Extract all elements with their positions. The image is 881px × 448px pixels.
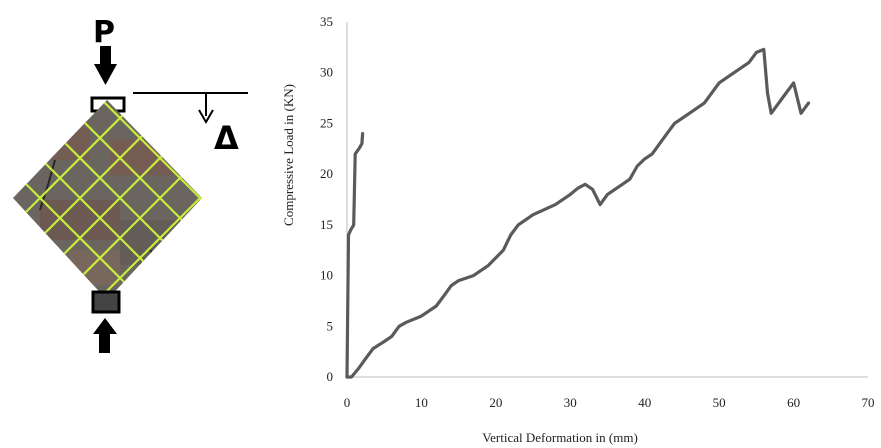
x-tick-label: 10	[415, 395, 428, 410]
y-tick-label: 0	[327, 369, 334, 384]
y-tick-label: 25	[320, 115, 333, 130]
x-tick-label: 60	[787, 395, 800, 410]
x-tick-label: 70	[862, 395, 875, 410]
y-tick-label: 20	[320, 166, 333, 181]
bottom-load-arrow-icon	[93, 318, 117, 353]
y-axis-label: Compressive Load in (KN)	[281, 84, 296, 226]
top-load-arrow-icon	[94, 46, 117, 85]
chart: 0 5 10 15 20 25 30 35 0 10 20 30 40 50 60 70 Compressi…	[281, 14, 875, 445]
bottom-loading-plate	[91, 290, 121, 314]
deformation-gauge	[133, 92, 248, 124]
x-tick-label: 40	[638, 395, 651, 410]
x-tick-label: 0	[344, 395, 351, 410]
y-tick-labels: 0 5 10 15 20 25 30 35	[320, 14, 333, 384]
specimen-diagram: P Δ	[13, 15, 248, 353]
series-line-2	[345, 47, 811, 379]
x-tick-label: 50	[713, 395, 726, 410]
x-tick-label: 30	[564, 395, 577, 410]
deformation-label: Δ	[214, 119, 239, 157]
load-label: P	[93, 15, 115, 50]
x-tick-labels: 0 10 20 30 40 50 60 70	[344, 395, 875, 410]
masonry-specimen	[13, 100, 202, 300]
y-tick-label: 35	[320, 14, 333, 29]
y-tick-label: 10	[320, 268, 333, 283]
x-axis-label: Vertical Deformation in (mm)	[482, 430, 638, 445]
y-tick-label: 15	[320, 217, 333, 232]
y-tick-label: 5	[327, 318, 334, 333]
y-tick-label: 30	[320, 65, 333, 80]
data-series	[345, 47, 811, 379]
series-line-1	[345, 132, 365, 379]
x-tick-label: 20	[489, 395, 502, 410]
